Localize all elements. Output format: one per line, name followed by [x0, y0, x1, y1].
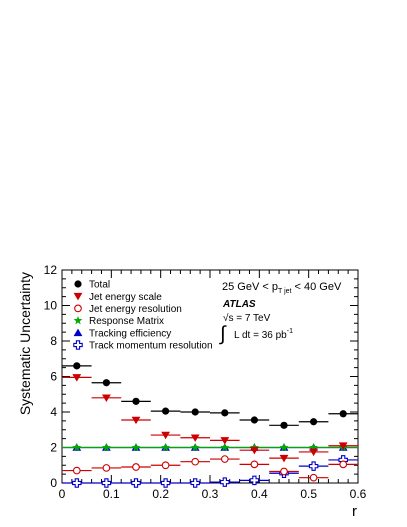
data-point — [132, 463, 140, 471]
legend-marker — [73, 292, 83, 301]
data-point — [220, 437, 230, 445]
data-point — [339, 460, 348, 469]
data-point — [162, 407, 170, 415]
data-point — [73, 362, 81, 370]
legend-label: Jet energy scale — [89, 292, 162, 303]
legend-marker — [73, 340, 83, 350]
y-tick-label: 12 — [44, 263, 58, 277]
atlas-label: ATLAS — [222, 299, 256, 310]
legend-label: Jet energy resolution — [89, 304, 182, 315]
data-point — [161, 442, 170, 452]
energy-label: √s = 7 TeV — [223, 312, 271, 324]
data-point — [250, 460, 259, 469]
data-point — [132, 397, 140, 405]
data-point — [310, 418, 318, 426]
series-track-momentum-resolution — [62, 455, 358, 488]
data-point — [131, 478, 141, 488]
data-point — [72, 374, 82, 382]
data-point — [339, 410, 347, 418]
y-tick-label: 0 — [50, 476, 57, 490]
data-point — [220, 477, 230, 487]
data-point — [102, 379, 110, 387]
data-point — [72, 442, 82, 452]
y-tick-label: 8 — [50, 334, 57, 348]
data-point — [220, 455, 229, 463]
data-point — [249, 475, 260, 486]
legend-marker — [73, 328, 83, 337]
series-jet-energy-scale — [62, 374, 358, 463]
legend-label: Total — [89, 280, 110, 291]
y-tick-label: 4 — [50, 405, 57, 419]
data-point — [279, 454, 289, 463]
data-point — [131, 442, 141, 452]
x-tick-label: 0.3 — [202, 487, 219, 501]
legend-label: Track momentum resolution — [89, 341, 213, 352]
data-point — [250, 446, 259, 455]
series-total — [62, 362, 358, 429]
data-point — [309, 448, 318, 457]
data-point — [102, 464, 111, 472]
y-tick-labels: 0 2 4 6 8 10 12 — [44, 263, 58, 490]
legend-label: Response Matrix — [89, 316, 164, 327]
data-point — [160, 478, 171, 488]
data-point — [72, 466, 81, 475]
data-point — [280, 467, 288, 476]
legend-marker — [73, 316, 83, 325]
integral-symbol: ∫ — [219, 323, 227, 345]
annotation-block: 25 GeV < pT jet < 40 GeV ATLAS √s = 7 Te… — [219, 281, 342, 345]
series-jet-energy-resolution — [62, 455, 358, 482]
x-tick-labels: 0 0.1 0.2 0.3 0.4 0.5 0.6 — [59, 487, 367, 501]
y-tick-label: 10 — [44, 299, 58, 313]
data-point — [101, 478, 112, 488]
data-point — [102, 442, 111, 452]
pt-range-label: 25 GeV < pT jet < 40 GeV — [222, 281, 342, 295]
data-point — [161, 431, 170, 440]
data-point — [161, 461, 170, 470]
data-point — [190, 442, 200, 452]
y-tick-label: 6 — [50, 370, 57, 384]
data-point — [191, 408, 199, 416]
data-point — [279, 442, 289, 452]
x-tick-label: 0 — [59, 487, 66, 501]
luminosity-label: L dt = 36 pb-1 — [234, 328, 293, 341]
legend-marker — [74, 304, 82, 313]
data-point — [220, 442, 230, 452]
data-point — [190, 434, 200, 442]
data-marks — [62, 362, 358, 488]
data-point — [72, 478, 82, 488]
x-tick-label: 0.2 — [152, 487, 169, 501]
data-point — [250, 416, 258, 424]
legend-marker — [74, 280, 82, 288]
x-tick-label: 0.5 — [300, 487, 317, 501]
data-point — [102, 394, 111, 402]
data-point — [309, 442, 318, 452]
data-point — [309, 473, 318, 482]
data-point — [308, 461, 319, 471]
x-tick-label: 0.6 — [350, 487, 367, 501]
x-axis-label: r — [352, 503, 357, 520]
data-point — [221, 409, 229, 417]
legend-label: Tracking efficiency — [89, 328, 171, 339]
y-axis-label: Systematic Uncertainty — [17, 272, 33, 415]
data-point — [190, 478, 200, 488]
y-tick-label: 2 — [50, 441, 57, 455]
x-tick-label: 0.1 — [103, 487, 120, 501]
data-point — [280, 421, 288, 429]
x-tick-label: 0.4 — [251, 487, 268, 501]
data-point — [131, 416, 141, 425]
data-point — [191, 457, 200, 466]
axis-ticks — [61, 269, 359, 484]
data-point — [338, 442, 348, 450]
